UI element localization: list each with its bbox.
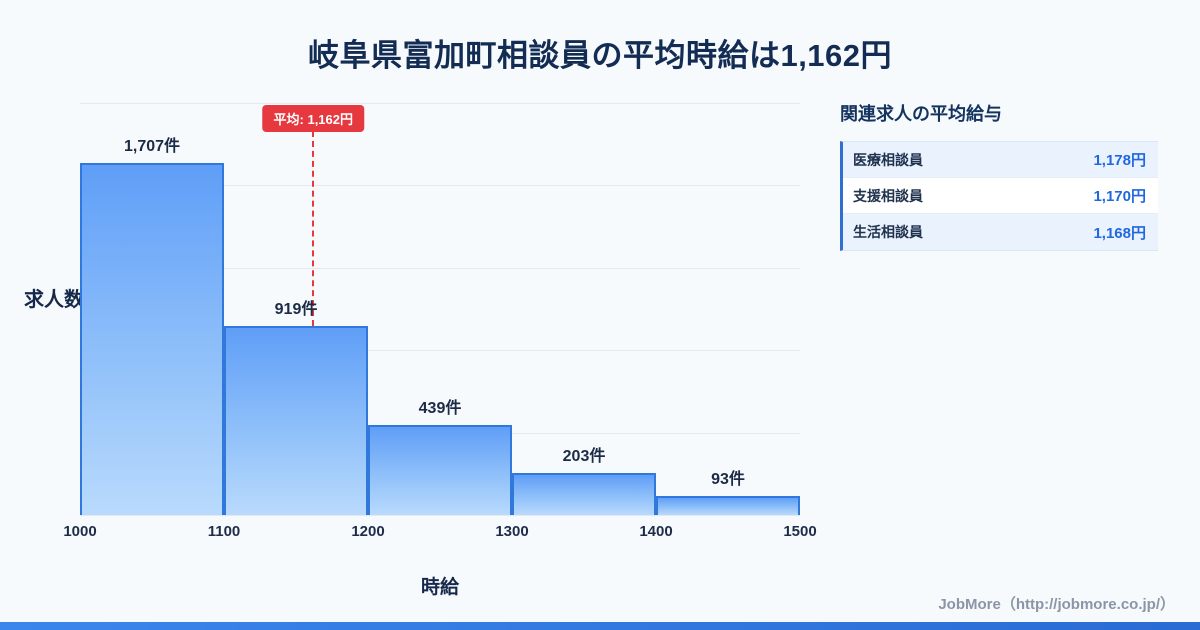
bar-value-label: 203件 xyxy=(562,448,606,466)
page-title: 岐阜県富加町相談員の平均時給は1,162円 xyxy=(307,38,893,73)
average-line xyxy=(312,131,315,515)
x-tick-label: 1200 xyxy=(351,523,385,540)
y-axis-label: 求人数 xyxy=(24,289,84,311)
gridline xyxy=(80,515,800,516)
x-axis-label: 時給 xyxy=(420,577,459,598)
table-row: 生活相談員 1,168円 xyxy=(843,214,1158,250)
bottom-accent-strip xyxy=(0,622,1200,630)
histogram-bar xyxy=(368,424,512,515)
x-tick-label: 1300 xyxy=(495,523,529,540)
histogram-bar xyxy=(80,163,224,515)
row-value: 1,168円 xyxy=(1093,224,1146,242)
x-tick-label: 1000 xyxy=(63,523,97,540)
histogram-bar xyxy=(656,495,800,515)
row-label: 医療相談員 xyxy=(853,151,923,168)
row-label: 生活相談員 xyxy=(853,224,923,240)
credit-text: JobMore（http://jobmore.co.jp/） xyxy=(938,596,1175,613)
gridline xyxy=(80,185,800,187)
gridline xyxy=(80,350,800,352)
bar-value-label: 93件 xyxy=(711,470,745,488)
bar-value-label: 1,707件 xyxy=(123,138,181,156)
salary-table: 医療相談員 1,178円支援相談員 1,170円生活相談員 1,168円 xyxy=(840,141,1158,251)
row-value: 1,178円 xyxy=(1093,152,1146,169)
average-badge: 平均: 1,162円 xyxy=(262,105,365,132)
panel-heading: 関連求人の平均給与 xyxy=(840,104,1002,124)
row-value: 1,170円 xyxy=(1093,188,1146,205)
gridline xyxy=(80,267,800,269)
histogram-bar xyxy=(512,473,656,515)
x-tick-label: 1500 xyxy=(783,523,817,540)
x-tick-label: 1100 xyxy=(207,523,241,540)
x-tick-label: 1400 xyxy=(639,523,673,540)
table-row: 支援相談員 1,170円 xyxy=(843,178,1158,214)
gridline xyxy=(80,103,800,104)
bar-value-label: 919件 xyxy=(274,300,318,318)
histogram-plot: 平均: 1,162円 1,707件 919件 439件 203件 93件 xyxy=(80,103,800,516)
bar-value-label: 439件 xyxy=(418,399,462,417)
row-label: 支援相談員 xyxy=(853,187,923,204)
table-row: 医療相談員 1,178円 xyxy=(843,142,1158,178)
histogram-bar xyxy=(224,325,368,515)
